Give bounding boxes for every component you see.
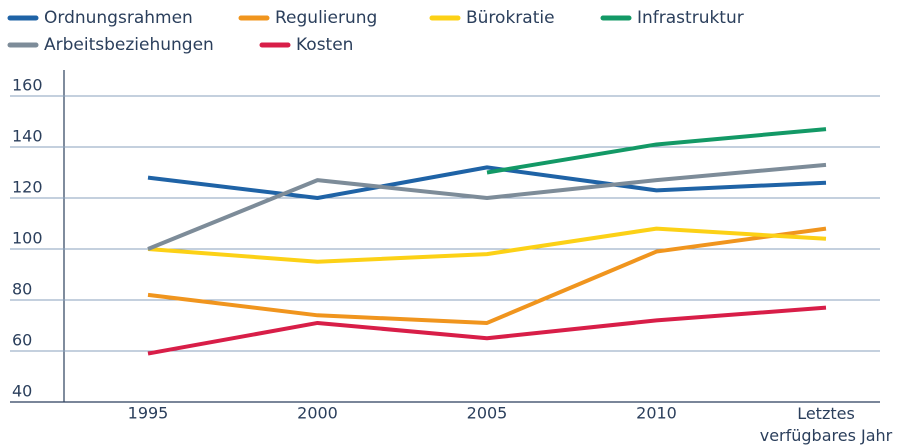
line xyxy=(486,127,827,175)
x-tick-label: Letztes verfügbares Jahr xyxy=(760,404,893,445)
legend-label: Regulierung xyxy=(275,8,377,28)
line xyxy=(147,162,827,251)
y-tick-label: 100 xyxy=(12,229,43,248)
y-tick-label: 80 xyxy=(12,280,32,299)
legend-label: Infrastruktur xyxy=(637,8,744,28)
x-tick-label: 2010 xyxy=(636,404,677,423)
y-tick-label: 160 xyxy=(12,76,43,95)
x-tick-label: 2000 xyxy=(297,404,338,423)
y-tick-label: 60 xyxy=(12,331,32,350)
y-tick-label: 120 xyxy=(12,178,43,197)
line xyxy=(147,226,827,325)
y-tick-label: 40 xyxy=(12,382,32,401)
x-tick-label: 2005 xyxy=(467,404,508,423)
line xyxy=(147,165,827,200)
legend-label: Arbeitsbeziehungen xyxy=(44,35,214,55)
legend-label: Ordnungsrahmen xyxy=(44,8,193,28)
legend-label: Bürokratie xyxy=(466,8,555,28)
line xyxy=(147,226,827,264)
x-tick-label: 1995 xyxy=(128,404,169,423)
legend-label: Kosten xyxy=(296,35,353,55)
y-tick-label: 140 xyxy=(12,127,43,146)
line xyxy=(147,305,827,356)
